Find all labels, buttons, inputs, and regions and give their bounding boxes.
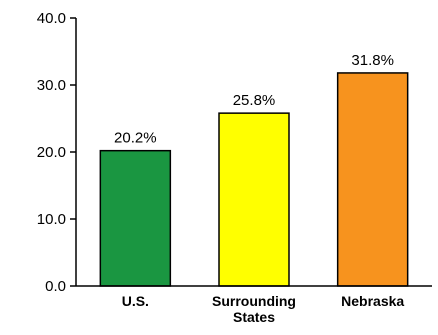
bar [99, 149, 172, 287]
y-tick-label: 20.0 [37, 144, 66, 161]
bar [336, 72, 409, 287]
x-category-label: States [233, 309, 275, 325]
data-label: 25.8% [233, 92, 276, 109]
x-category-label: U.S. [122, 293, 149, 309]
bar [218, 112, 290, 287]
y-tick-label: 0.0 [45, 278, 66, 295]
y-tick-label: 40.0 [37, 10, 66, 27]
y-tick-label: 30.0 [37, 77, 66, 94]
x-category-label: Surrounding [212, 293, 296, 309]
y-axis: 0.0 10.0 20.0 30.0 40.0 [37, 10, 77, 295]
y-tick-label: 10.0 [37, 211, 66, 228]
bars: 20.2% 25.8% 31.8% [99, 52, 409, 287]
data-label: 20.2% [114, 130, 157, 147]
data-label: 31.8% [351, 52, 394, 69]
x-category-label: Nebraska [341, 293, 404, 309]
